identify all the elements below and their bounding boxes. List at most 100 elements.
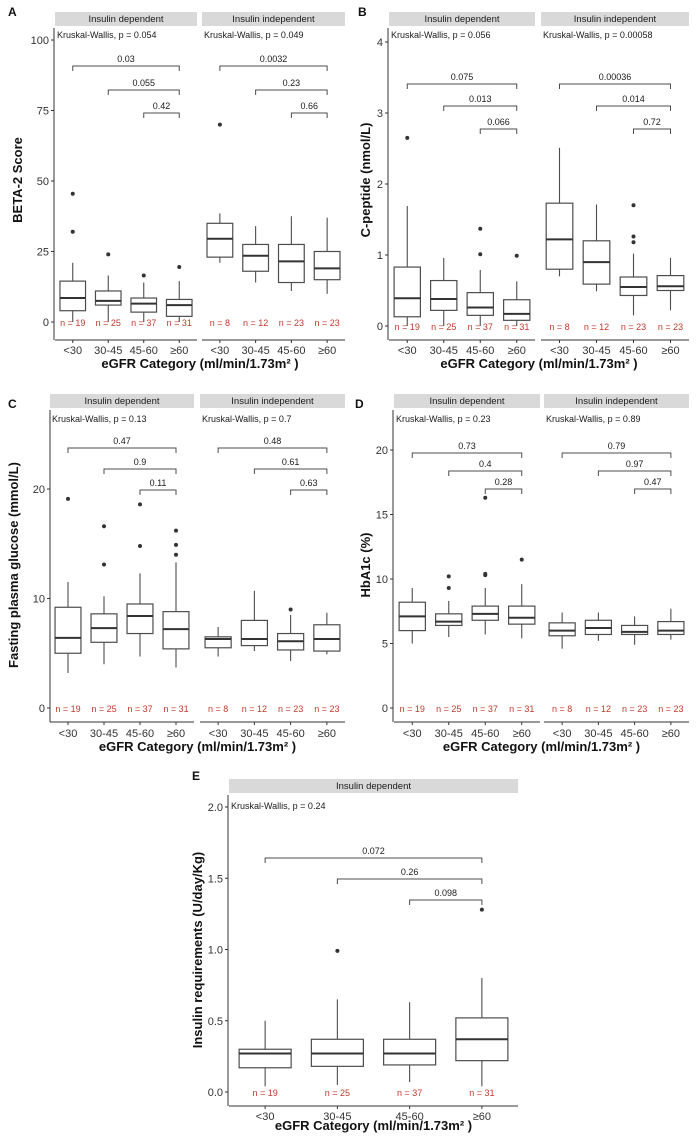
y-tick-label: 50 [37,176,49,188]
box-≥60: n = 31 [508,557,536,714]
box-≥60: n = 31 [455,907,509,1098]
comparison-p-value: 0.0032 [260,54,288,64]
facet-strip [50,394,194,408]
panel-letter: C [8,397,17,411]
sample-size-label: n = 8 [208,704,228,714]
outlier-point [106,252,111,257]
sample-size-label: n = 31 [163,704,188,714]
box-45-60: n = 37 [471,495,499,714]
x-tick-label: <30 [63,345,82,357]
comparison-p-value: 0.066 [487,117,510,127]
facet-strip [544,394,689,408]
comparison-p-value: 0.26 [401,867,419,877]
comparison-p-value: 0.072 [362,846,385,856]
box-iqr [54,606,82,654]
sample-size-label: n = 31 [167,318,192,328]
comparison-bracket [255,89,328,95]
panel-d: D 0 5 10 15 20 HbA1c (%) eGFR Category (ml/min/… [355,394,689,754]
outlier-point [138,502,142,507]
comparison-p-value: 0.23 [283,78,301,88]
facet-insulin-dependent: Insulin dependent Kruskal-Wallis, p = 0.0… [389,12,535,357]
comparison-p-value: 0.63 [300,478,318,488]
x-tick-label: 30-45 [582,345,610,357]
comparison-bracket [219,65,328,71]
y-tick-label: 0 [39,703,45,715]
comparison-bracket [103,468,177,474]
panel-letter: E [192,769,200,783]
sample-size-label: n = 23 [278,704,303,714]
x-tick-label: <30 [209,728,228,740]
facet-strip-label: Insulin independent [574,14,657,25]
y-tick-label: 2 [377,179,383,191]
comparison-p-value: 0.013 [469,94,492,104]
comparison-bracket [448,470,523,476]
kruskal-wallis-label: Kruskal-Wallis, p = 0.24 [231,801,325,811]
sample-size-label: n = 25 [436,704,461,714]
comparison-bracket [479,128,518,134]
x-tick-label: ≥60 [473,1111,491,1123]
sample-size-label: n = 31 [509,704,534,714]
box-iqr [503,299,531,321]
outlier-point [102,524,106,529]
box-<30: n = 19 [59,191,87,328]
box-≥60: n = 23 [657,608,685,714]
facet-strip-label: Insulin independent [232,14,315,25]
box-<30: n = 8 [548,612,576,714]
comparison-p-value: 0.72 [643,117,661,127]
box-≥60: n = 31 [165,265,193,328]
x-tick-label: ≥60 [167,728,185,740]
outlier-point [102,562,106,567]
box-≥60: n = 31 [162,528,190,714]
sample-size-label: n = 37 [131,318,156,328]
box-<30: n = 19 [398,588,426,714]
box-45-60: n = 37 [466,226,494,332]
x-tick-label: 45-60 [396,1111,424,1123]
sample-size-label: n = 12 [586,704,611,714]
facet-strip [389,12,535,26]
outlier-point [446,586,451,591]
box-30-45: n = 25 [435,574,463,714]
box-30-45: n = 25 [310,948,364,1098]
sample-size-label: n = 12 [243,318,268,328]
box-<30: n = 19 [238,1020,292,1098]
sample-size-label: n = 19 [60,318,85,328]
panel-letter: B [358,5,367,19]
box-30-45: n = 25 [94,252,122,328]
comparison-p-value: 0.73 [458,441,476,451]
x-tick-label: 45-60 [466,345,494,357]
x-axis-label: eGFR Category (ml/min/1.73m² ) [99,739,296,754]
outlier-point [446,574,451,579]
x-axis-label: eGFR Category (ml/min/1.73m² ) [443,739,640,754]
box-<30: n = 19 [393,135,421,332]
outlier-point [519,557,524,562]
y-tick-label: 4 [377,37,383,49]
box-iqr [545,202,574,270]
box-iqr [656,274,685,292]
x-tick-label: 30-45 [90,728,118,740]
sample-size-label: n = 19 [395,322,420,332]
x-tick-label: <30 [211,345,230,357]
box-iqr [435,613,463,627]
box-≥60: n = 23 [313,612,341,714]
y-axis-label: BETA-2 Score [10,137,25,223]
sample-size-label: n = 8 [210,318,230,328]
comparison-p-value: 0.47 [113,436,131,446]
outlier-point [177,265,182,270]
box-30-45: n = 12 [584,612,613,714]
sample-size-label: n = 31 [504,322,529,332]
sample-size-label: n = 8 [552,704,572,714]
y-tick-label: 0 [43,317,49,329]
box-iqr [94,290,122,306]
comparison-bracket [139,489,177,495]
box-45-60: n = 37 [126,502,154,714]
box-iqr [165,298,193,317]
box-iqr [508,605,536,625]
box-30-45: n = 25 [90,524,118,714]
sample-size-label: n = 23 [621,322,646,332]
box-45-60: n = 37 [130,273,158,328]
box-iqr [657,620,685,636]
comparison-p-value: 0.48 [264,436,282,446]
outlier-point [174,552,178,557]
box-iqr [313,250,341,281]
